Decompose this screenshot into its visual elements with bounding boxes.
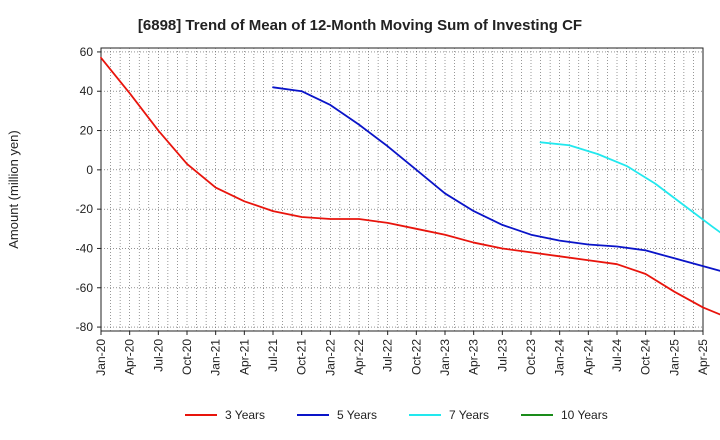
legend: 3 Years 5 Years 7 Years 10 Years — [185, 408, 608, 422]
y-axis-label: Amount (million yen) — [6, 130, 21, 249]
y-tick-label: -40 — [76, 241, 94, 255]
x-tick-label: Jan-22 — [323, 339, 337, 376]
x-tick-label: Jan-23 — [438, 339, 452, 376]
x-tick-label: Oct-23 — [524, 339, 538, 375]
y-axis: 60 40 20 0 -20 -40 -60 -80 — [76, 45, 101, 334]
series-line-5-years — [272, 86, 720, 272]
x-tick-label: Jul-23 — [495, 339, 509, 372]
y-tick-label: 0 — [86, 163, 93, 177]
y-tick-label: 40 — [80, 84, 94, 98]
x-tick-label: Jul-24 — [610, 339, 624, 372]
y-tick-label: 60 — [80, 45, 94, 59]
plot-area — [100, 47, 704, 332]
legend-label: 5 Years — [337, 408, 377, 422]
x-tick-label: Jan-20 — [94, 339, 108, 376]
chart-title: [6898] Trend of Mean of 12-Month Moving … — [138, 17, 582, 34]
y-tick-label: -60 — [76, 281, 94, 295]
x-tick-label: Jan-24 — [553, 339, 567, 376]
plot-frame — [100, 47, 704, 332]
y-tick-label: -20 — [76, 202, 94, 216]
x-tick-label: Jul-21 — [266, 339, 280, 372]
series-line-3-years — [100, 56, 720, 316]
series-line-7-years — [539, 141, 720, 234]
x-tick-label: Apr-24 — [581, 339, 595, 375]
x-tick-label: Oct-24 — [639, 339, 653, 375]
legend-label: 10 Years — [561, 408, 608, 422]
x-axis: Jan-20 Apr-20 Jul-20 Oct-20 Jan-21 Apr-21 Jul-… — [94, 331, 710, 376]
x-tick-label: Apr-21 — [237, 339, 251, 375]
x-tick-label: Oct-21 — [295, 339, 309, 375]
x-tick-label: Apr-25 — [696, 339, 710, 375]
x-tick-label: Apr-20 — [123, 339, 137, 375]
x-tick-label: Oct-20 — [180, 339, 194, 375]
series-group — [100, 56, 720, 316]
grid — [101, 48, 703, 331]
x-tick-label: Oct-22 — [409, 339, 423, 375]
x-tick-label: Jan-25 — [667, 339, 681, 376]
x-tick-label: Jul-20 — [151, 339, 165, 372]
x-tick-label: Jul-22 — [381, 339, 395, 372]
x-tick-label: Apr-23 — [467, 339, 481, 375]
legend-label: 7 Years — [449, 408, 489, 422]
y-tick-label: 20 — [80, 124, 94, 138]
x-tick-label: Apr-22 — [352, 339, 366, 375]
y-tick-label: -80 — [76, 320, 94, 334]
x-tick-label: Jan-21 — [209, 339, 223, 376]
legend-label: 3 Years — [225, 408, 265, 422]
